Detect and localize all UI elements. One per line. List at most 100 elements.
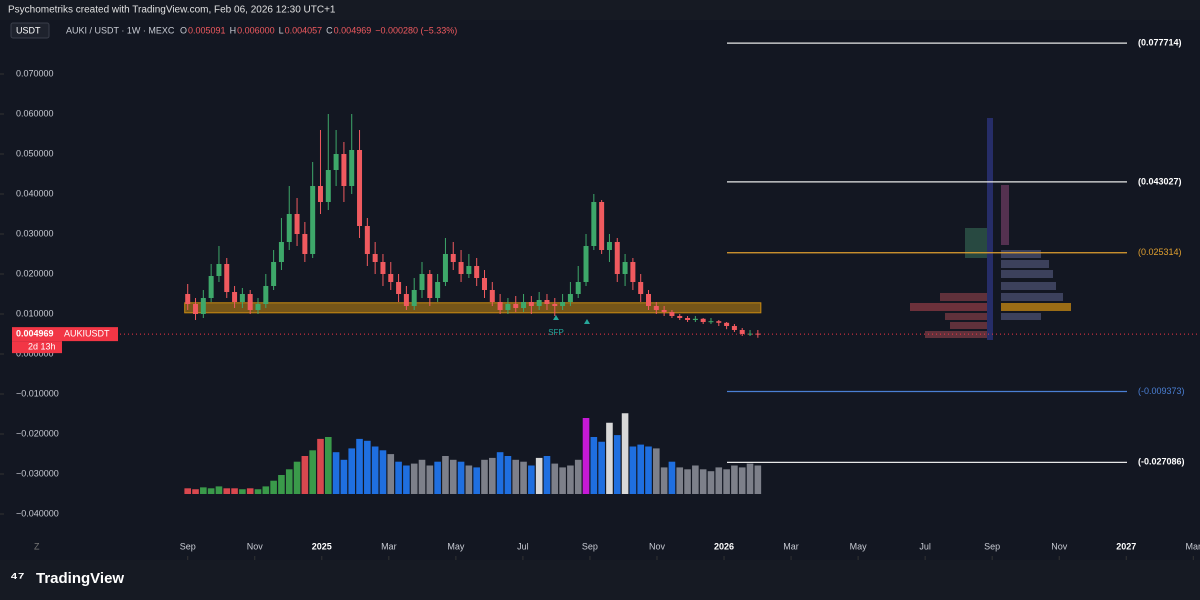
volume-bar xyxy=(200,487,207,494)
volume-bar xyxy=(606,422,613,494)
volume-bar xyxy=(340,459,348,494)
volume-bar xyxy=(660,467,668,494)
volume-bar xyxy=(692,465,699,494)
volume-bar xyxy=(278,475,285,494)
candle-body xyxy=(200,298,206,314)
sfp-marker xyxy=(584,319,590,324)
volume-bar xyxy=(379,450,387,494)
volume-profile xyxy=(910,118,1071,340)
candle-body xyxy=(653,306,659,310)
candle-body xyxy=(396,282,402,294)
volume-bar xyxy=(348,448,356,494)
ohlc-key: O xyxy=(180,25,187,35)
countdown-box xyxy=(12,341,62,354)
volume-bar xyxy=(223,488,231,494)
volume-bar xyxy=(629,446,637,494)
candle-body xyxy=(278,242,284,262)
y-tick-label: −0.030000 xyxy=(16,468,59,478)
x-tick-label: Jul xyxy=(919,541,931,551)
candle-body xyxy=(567,294,573,302)
candle-body xyxy=(372,254,378,262)
candle-body xyxy=(474,266,480,278)
x-tick-label: 2027 xyxy=(1116,541,1136,551)
zone xyxy=(184,302,762,314)
candle-body xyxy=(528,302,534,306)
y-tick-label: 0.070000 xyxy=(16,68,54,78)
annotation: SFP xyxy=(548,328,564,337)
candle-body xyxy=(216,264,222,276)
candle-body xyxy=(232,292,238,302)
volume-bar xyxy=(262,486,270,494)
ohlc-value: 0.006000 xyxy=(237,25,275,35)
volume-bar xyxy=(496,452,504,494)
y-tick-label: −0.020000 xyxy=(16,428,59,438)
candle-body xyxy=(505,304,511,310)
candle-body xyxy=(185,294,191,304)
candle-body xyxy=(513,304,519,308)
volume-bar xyxy=(246,488,254,494)
level-label: (0.025314) xyxy=(1138,247,1182,257)
candle-body xyxy=(364,226,370,254)
volume-bar xyxy=(637,444,644,494)
candle-body xyxy=(247,294,253,310)
volume-bar xyxy=(621,413,629,494)
volume-bar xyxy=(520,461,527,494)
candle-body xyxy=(193,304,199,314)
ohlc-value: 0.005091 xyxy=(188,25,226,35)
brand-name: TradingView xyxy=(36,570,124,587)
candle-body xyxy=(708,321,714,323)
candle-body xyxy=(239,294,245,302)
candle-body xyxy=(583,246,589,282)
volume-bar xyxy=(317,438,324,494)
level-label: (0.077714) xyxy=(1138,38,1182,48)
volume-bar xyxy=(746,463,754,494)
volume-bar xyxy=(489,457,496,494)
volume-bar xyxy=(434,461,441,494)
volume-bar xyxy=(504,456,512,494)
candle-body xyxy=(536,300,542,306)
y-tick-label: 0.020000 xyxy=(16,268,54,278)
y-tick-label: 0.040000 xyxy=(16,188,54,198)
candle-body xyxy=(286,214,292,242)
y-tick-label: −0.010000 xyxy=(16,388,59,398)
candle-body xyxy=(544,300,550,304)
level-label: (-0.027086) xyxy=(1138,457,1185,467)
volume-bar xyxy=(215,486,223,494)
x-tick-label: Mar xyxy=(783,541,799,551)
candle-body xyxy=(325,170,331,202)
level-label: (0.043027) xyxy=(1138,176,1182,186)
volume-bar xyxy=(699,469,707,494)
volume-bar xyxy=(653,448,660,494)
volume-bar xyxy=(239,489,246,494)
x-tick-label: May xyxy=(850,541,868,551)
candle-body xyxy=(591,202,597,246)
change: −0.000280 (−5.33%) xyxy=(375,25,457,35)
candle-body xyxy=(575,282,581,294)
symbol-button-text[interactable]: USDT xyxy=(16,25,41,35)
last-price-box xyxy=(12,327,118,342)
candle-body xyxy=(552,304,558,306)
candle-body xyxy=(661,310,667,312)
candle-body xyxy=(739,330,745,334)
zoom-icon[interactable]: Z xyxy=(34,541,40,551)
volume-bar xyxy=(590,437,598,494)
ohlc-key: H xyxy=(230,25,237,35)
symbol-button[interactable] xyxy=(10,22,50,39)
x-tick-label: Jul xyxy=(517,541,529,551)
volume-bar xyxy=(371,446,379,494)
ohlc-value: 0.004057 xyxy=(285,25,323,35)
volume-bar xyxy=(567,465,574,494)
candle-body xyxy=(646,294,652,306)
volume-bar xyxy=(551,463,559,494)
candle-body xyxy=(747,333,753,335)
volume-bar xyxy=(387,454,395,494)
candle-body xyxy=(224,264,230,292)
candle-body xyxy=(317,186,323,202)
candle-body xyxy=(614,242,620,274)
volume-bar xyxy=(707,471,715,494)
y-tick-label: 0.050000 xyxy=(16,148,54,158)
y-tick-label: −0.040000 xyxy=(16,508,59,518)
candle-body xyxy=(630,262,636,282)
volume-bar xyxy=(192,489,199,494)
x-tick-label: Sep xyxy=(582,541,598,551)
